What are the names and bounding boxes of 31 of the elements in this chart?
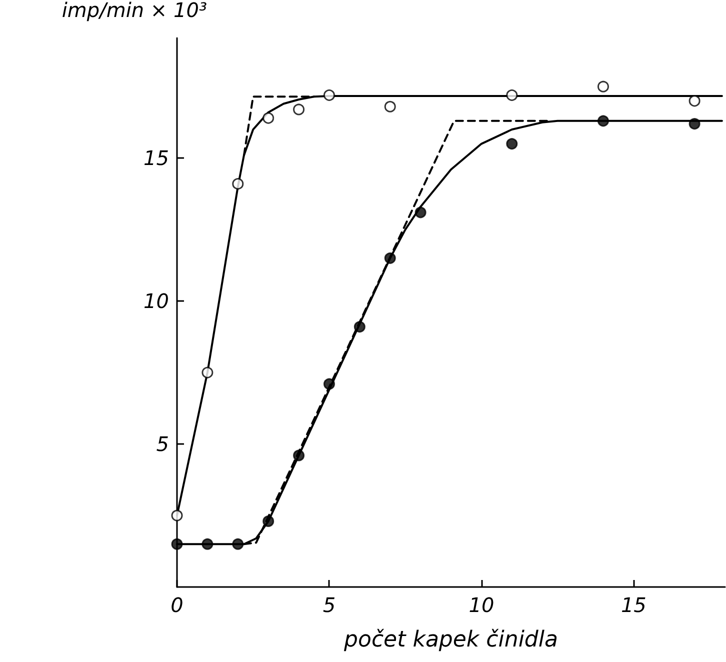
x-tick-label: 0 — [170, 593, 184, 617]
y-tick-label: 5 — [156, 432, 169, 456]
point — [262, 515, 274, 527]
point — [171, 538, 183, 550]
point — [232, 178, 244, 190]
point — [414, 206, 426, 218]
x-tick-label: 10 — [468, 593, 494, 617]
y-tick-label: 15 — [144, 146, 169, 170]
point — [202, 538, 214, 550]
point — [323, 378, 335, 390]
point — [384, 252, 396, 264]
point — [688, 118, 700, 130]
point — [232, 538, 244, 550]
point — [354, 321, 366, 333]
x-tick-label: 15 — [620, 593, 646, 617]
point — [506, 89, 518, 101]
point — [262, 112, 274, 124]
x-axis-title: počet kapek činidla — [343, 628, 558, 652]
point — [171, 510, 183, 522]
point — [506, 138, 518, 150]
point — [323, 89, 335, 101]
point — [202, 366, 214, 378]
point — [293, 104, 305, 116]
point — [597, 80, 609, 92]
point — [597, 115, 609, 127]
x-tick-label: 5 — [322, 593, 336, 617]
point — [384, 100, 396, 112]
point — [688, 95, 700, 107]
y-tick-label: 10 — [144, 289, 169, 314]
point — [293, 450, 305, 462]
y-axis-title: imp/min × 10³ — [62, 0, 207, 22]
